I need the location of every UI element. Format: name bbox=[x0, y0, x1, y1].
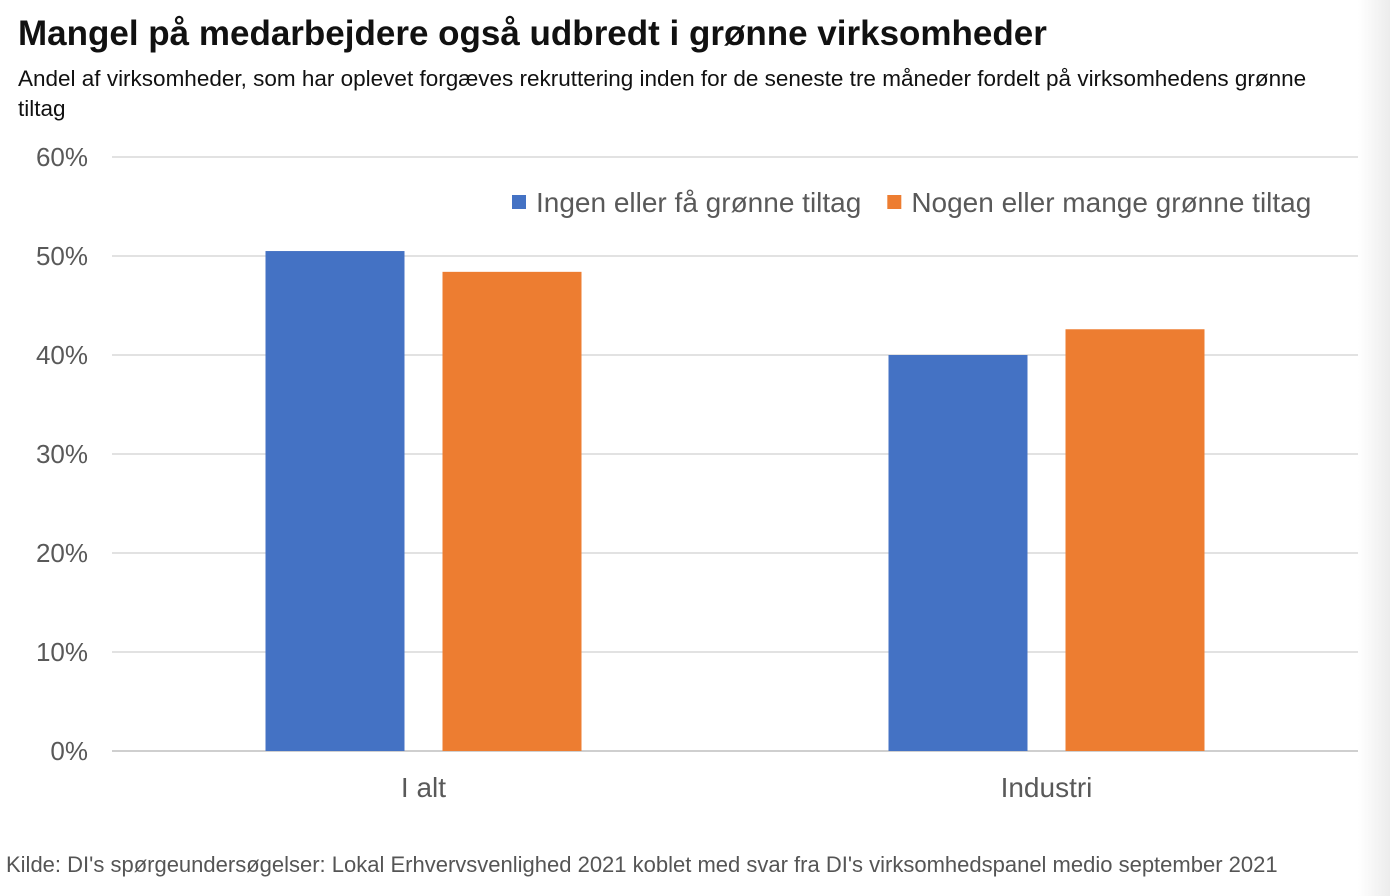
x-category-label: I alt bbox=[401, 772, 446, 803]
chart-title: Mangel på medarbejdere også udbredt i gr… bbox=[18, 14, 1047, 53]
bar-nogen-mange bbox=[442, 271, 582, 751]
chart-subtitle: Andel af virksomheder, som har oplevet f… bbox=[18, 66, 1307, 121]
legend-label: Nogen eller mange grønne tiltag bbox=[911, 187, 1311, 218]
source-note: Kilde: DI's spørgeundersøgelser: Lokal E… bbox=[6, 852, 1278, 877]
bar-nogen-mange bbox=[1065, 329, 1205, 751]
legend-swatch bbox=[512, 195, 526, 209]
bar-ingen-faa bbox=[265, 251, 405, 752]
bar-ingen-faa bbox=[888, 355, 1028, 751]
x-category-label: Industri bbox=[1001, 772, 1093, 803]
y-tick-label: 30% bbox=[36, 439, 88, 469]
y-tick-label: 20% bbox=[36, 538, 88, 568]
page-edge-shadow bbox=[1358, 0, 1390, 896]
y-tick-label: 40% bbox=[36, 340, 88, 370]
y-tick-label: 10% bbox=[36, 637, 88, 667]
y-tick-label: 50% bbox=[36, 241, 88, 271]
legend-label: Ingen eller få grønne tiltag bbox=[536, 187, 861, 218]
y-tick-label: 0% bbox=[50, 736, 88, 766]
legend-swatch bbox=[887, 195, 902, 209]
y-tick-label: 60% bbox=[36, 142, 88, 172]
